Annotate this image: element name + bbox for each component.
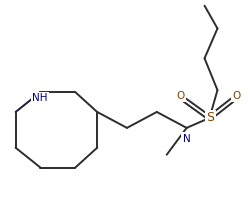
- Text: N: N: [183, 134, 190, 144]
- Text: NH: NH: [32, 93, 48, 103]
- Text: O: O: [177, 91, 185, 101]
- Text: S: S: [206, 111, 215, 124]
- Text: O: O: [232, 91, 241, 101]
